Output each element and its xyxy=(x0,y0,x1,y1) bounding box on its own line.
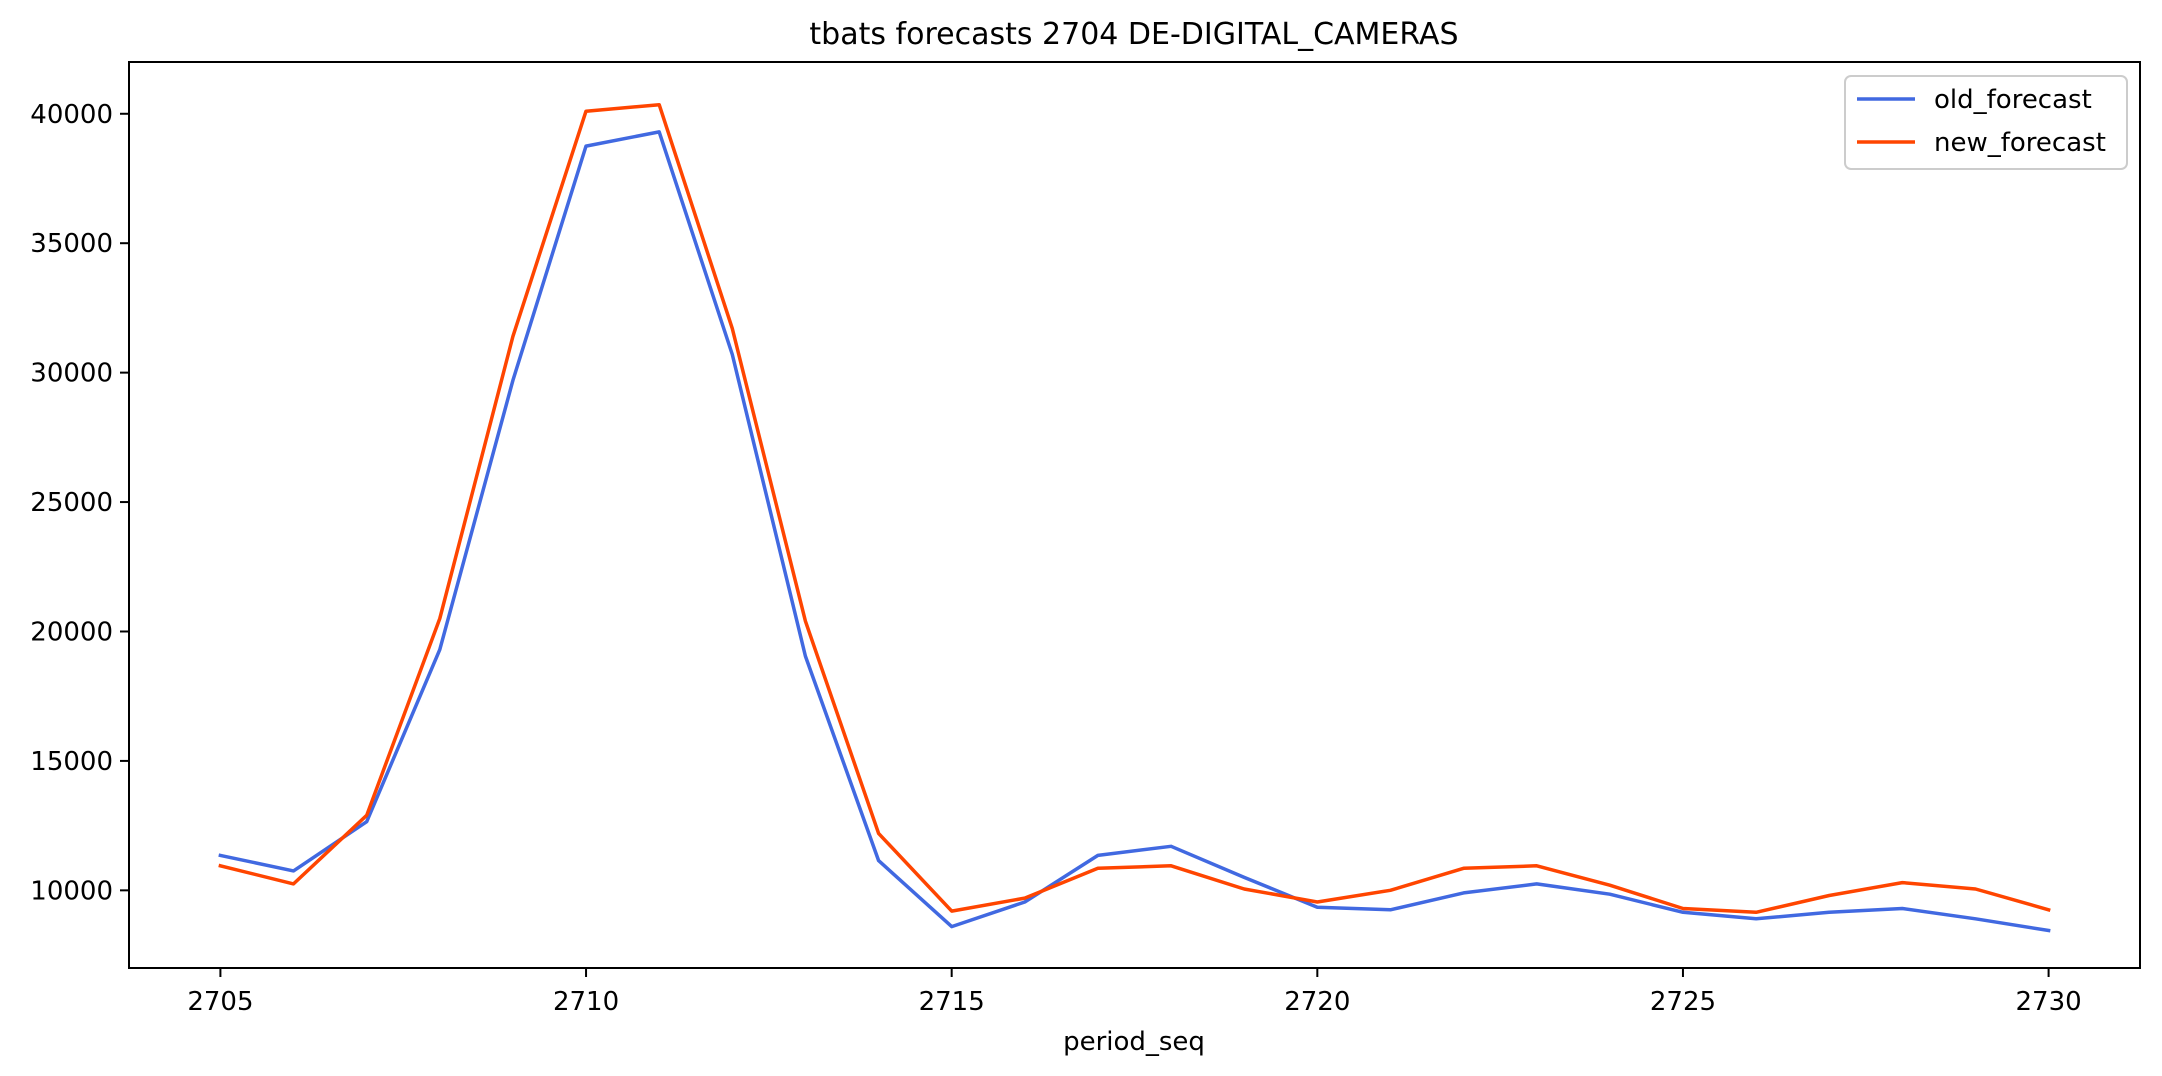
y-tick-label: 25000 xyxy=(30,488,113,518)
legend-label-old-forecast: old_forecast xyxy=(1934,85,2092,115)
y-tick-label: 20000 xyxy=(30,617,113,647)
legend-label-new-forecast: new_forecast xyxy=(1934,128,2106,158)
y-tick-label: 30000 xyxy=(30,359,113,389)
x-tick-label: 2715 xyxy=(919,987,985,1017)
legend-box xyxy=(1844,75,2128,170)
y-tick-label: 40000 xyxy=(30,100,113,130)
x-axis: 2705 2710 2715 2720 2725 2730 xyxy=(187,968,2082,1017)
series-line-new-forecast xyxy=(218,102,2051,915)
x-tick-label: 2710 xyxy=(553,987,619,1017)
y-tick-label: 10000 xyxy=(30,876,113,906)
x-tick-label: 2705 xyxy=(187,987,253,1017)
x-tick-label: 2720 xyxy=(1284,987,1350,1017)
x-axis-label: period_seq xyxy=(1063,1027,1205,1057)
y-tick-label: 15000 xyxy=(30,747,113,777)
y-axis: 10000 15000 20000 25000 30000 35000 40000 xyxy=(30,100,129,906)
y-tick-label: 35000 xyxy=(30,229,113,259)
x-tick-label: 2725 xyxy=(1650,987,1716,1017)
plot-frame xyxy=(128,61,2141,969)
series-line-old-forecast xyxy=(218,130,2051,933)
x-tick-label: 2730 xyxy=(2016,987,2082,1017)
legend: old_forecast new_forecast xyxy=(1844,75,2128,170)
chart-title: tbats forecasts 2704 DE-DIGITAL_CAMERAS xyxy=(809,17,1458,52)
series-lines xyxy=(218,102,2051,933)
